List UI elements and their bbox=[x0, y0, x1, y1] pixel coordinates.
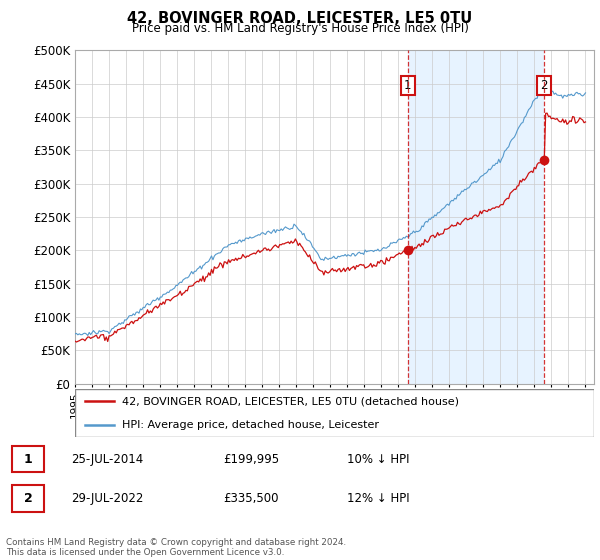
Bar bbox=[408, 50, 544, 384]
Text: £199,995: £199,995 bbox=[224, 452, 280, 465]
Text: £335,500: £335,500 bbox=[224, 492, 279, 505]
Text: 1: 1 bbox=[404, 79, 412, 92]
Text: 1: 1 bbox=[23, 452, 32, 465]
Text: Contains HM Land Registry data © Crown copyright and database right 2024.
This d: Contains HM Land Registry data © Crown c… bbox=[6, 538, 346, 557]
Text: Price paid vs. HM Land Registry's House Price Index (HPI): Price paid vs. HM Land Registry's House … bbox=[131, 22, 469, 35]
Text: 2: 2 bbox=[23, 492, 32, 505]
FancyBboxPatch shape bbox=[75, 389, 594, 437]
Text: 10% ↓ HPI: 10% ↓ HPI bbox=[347, 452, 410, 465]
Text: 42, BOVINGER ROAD, LEICESTER, LE5 0TU: 42, BOVINGER ROAD, LEICESTER, LE5 0TU bbox=[127, 11, 473, 26]
Text: 25-JUL-2014: 25-JUL-2014 bbox=[71, 452, 143, 465]
Text: 2: 2 bbox=[541, 79, 548, 92]
Text: 29-JUL-2022: 29-JUL-2022 bbox=[71, 492, 143, 505]
FancyBboxPatch shape bbox=[12, 446, 44, 472]
FancyBboxPatch shape bbox=[12, 485, 44, 512]
Text: 12% ↓ HPI: 12% ↓ HPI bbox=[347, 492, 410, 505]
Text: HPI: Average price, detached house, Leicester: HPI: Average price, detached house, Leic… bbox=[122, 420, 379, 430]
Text: 42, BOVINGER ROAD, LEICESTER, LE5 0TU (detached house): 42, BOVINGER ROAD, LEICESTER, LE5 0TU (d… bbox=[122, 396, 459, 406]
